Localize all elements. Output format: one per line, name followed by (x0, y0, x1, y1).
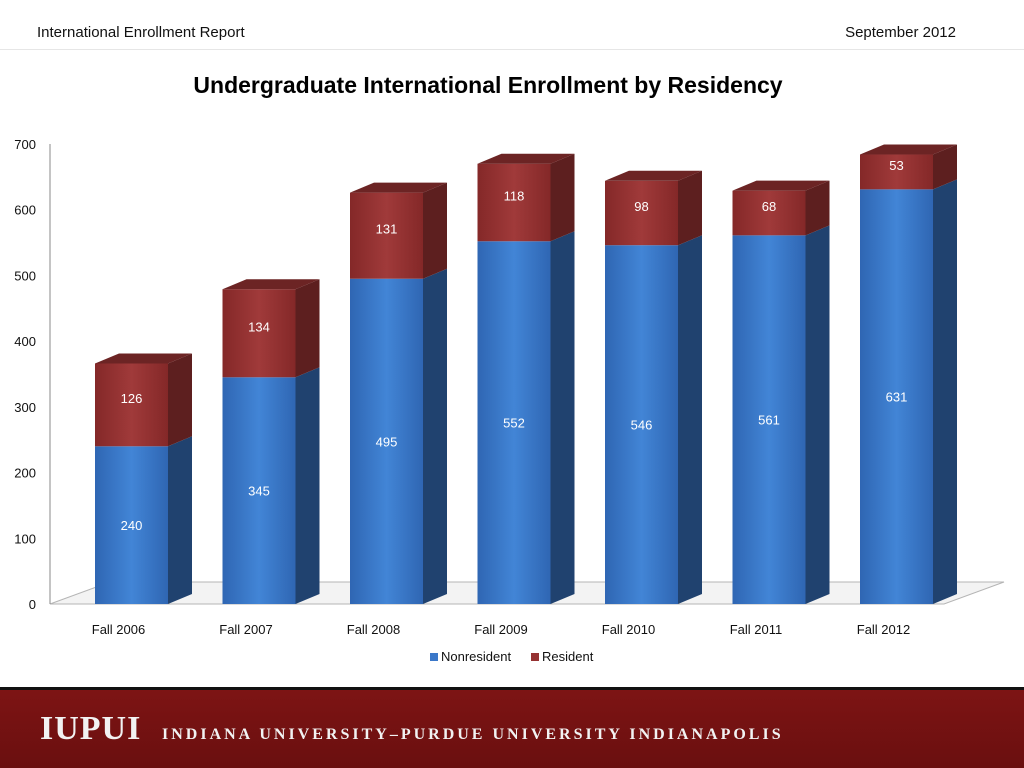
bar-resident (95, 363, 168, 447)
chart-title: Undergraduate International Enrollment b… (193, 72, 783, 98)
data-label-resident: 131 (376, 222, 398, 237)
x-tick-label: Fall 2009 (474, 622, 527, 637)
bar-side-resident (550, 153, 575, 242)
bar-top-resident (860, 144, 957, 155)
bar-top-resident (477, 153, 575, 164)
data-label-nonresident: 495 (376, 434, 398, 449)
bar-top-resident (350, 182, 447, 193)
x-tick-label: Fall 2012 (857, 622, 910, 637)
y-tick-label: 600 (14, 203, 36, 218)
data-label-resident: 118 (504, 188, 525, 203)
legend-label-nonresident: Nonresident (441, 649, 511, 664)
bar-side-nonresident (423, 268, 447, 604)
y-tick-label: 700 (14, 137, 36, 152)
bar-resident (350, 192, 423, 279)
bar-side-resident (805, 180, 830, 236)
y-tick-label: 500 (14, 268, 36, 283)
bar-nonresident (860, 189, 933, 604)
report-date: September 2012 (845, 24, 956, 41)
bar-side-nonresident (678, 235, 702, 604)
iupui-logo-mark: IUPUI (40, 710, 142, 747)
bar-resident (605, 180, 678, 246)
bar-side-resident (295, 279, 320, 378)
y-tick-label: 300 (14, 400, 36, 415)
bar-side-nonresident (168, 436, 192, 604)
y-tick-label: 400 (14, 334, 36, 349)
stacked-bar-chart: 0 100 200 300 400 500 600 700 240 126 Fall 2006 34… (14, 137, 1005, 664)
x-tick-label: Fall 2006 (92, 622, 145, 637)
bar-side-nonresident (805, 225, 830, 604)
header-divider (0, 49, 1024, 50)
x-tick-label: Fall 2008 (347, 622, 400, 637)
x-tick-label: Fall 2010 (602, 622, 655, 637)
y-tick-label: 100 (14, 531, 36, 546)
footer-banner: IUPUI INDIANA UNIVERSITY–PURDUE UNIVERSI… (0, 690, 1024, 768)
x-tick-label: Fall 2011 (730, 622, 783, 637)
data-label-resident: 68 (762, 199, 776, 214)
data-label-resident: 134 (248, 319, 270, 334)
y-tick-label: 200 (14, 466, 36, 481)
data-label-nonresident: 552 (503, 416, 525, 431)
bar-side-nonresident (933, 179, 957, 604)
bar-nonresident (477, 241, 551, 604)
bar-top-resident (732, 180, 830, 191)
bar-top-resident (222, 279, 320, 290)
data-label-resident: 53 (889, 158, 903, 173)
bar-top-resident (95, 353, 192, 364)
bar-nonresident (605, 245, 678, 604)
bar-resident (477, 163, 551, 242)
y-tick-label: 0 (29, 597, 36, 612)
data-label-nonresident: 546 (631, 418, 653, 433)
report-name: International Enrollment Report (37, 24, 245, 41)
bar-nonresident (222, 377, 296, 604)
data-label-nonresident: 345 (248, 484, 270, 499)
legend-swatch-resident (531, 653, 539, 661)
data-label-resident: 126 (121, 391, 143, 406)
bar-nonresident (95, 446, 168, 604)
bar-side-nonresident (550, 231, 575, 604)
bar-resident (732, 190, 806, 236)
bar-side-resident (678, 170, 702, 246)
bar-side-resident (168, 353, 192, 447)
bar-top-resident (605, 170, 702, 181)
data-label-resident: 98 (634, 199, 648, 214)
data-label-nonresident: 561 (758, 413, 780, 428)
legend-swatch-nonresident (430, 653, 438, 661)
bar-nonresident (350, 278, 423, 604)
bar-side-nonresident (295, 367, 320, 604)
bar-resident (222, 289, 296, 378)
data-label-nonresident: 631 (886, 390, 908, 405)
footer-divider (0, 687, 1024, 690)
x-tick-label: Fall 2007 (219, 622, 272, 637)
bar-nonresident (732, 235, 806, 604)
university-name: INDIANA UNIVERSITY–PURDUE UNIVERSITY IND… (162, 726, 784, 743)
bar-side-resident (423, 182, 447, 279)
legend-label-resident: Resident (542, 649, 594, 664)
bar-resident (860, 154, 933, 190)
data-label-nonresident: 240 (121, 518, 143, 533)
bar-side-resident (933, 144, 957, 190)
